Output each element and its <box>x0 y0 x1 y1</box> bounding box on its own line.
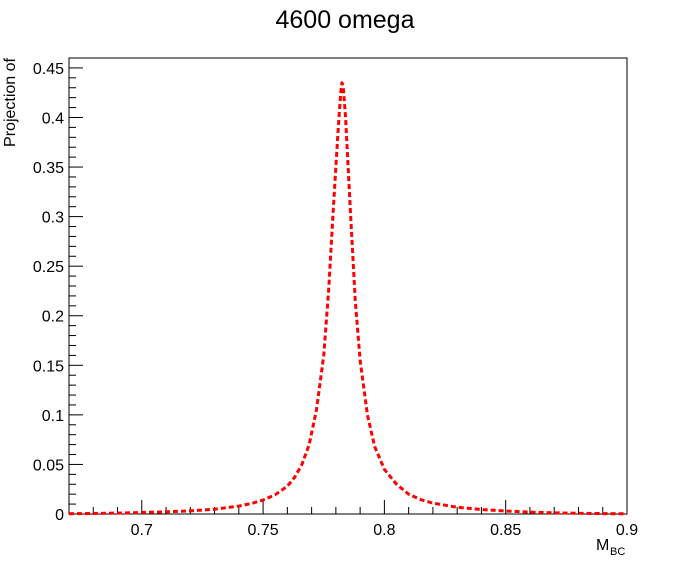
y-tick-label: 0.35 <box>33 160 64 177</box>
x-axis-title-main: M <box>596 537 609 554</box>
y-tick-label: 0.2 <box>42 309 64 326</box>
y-tick-label: 0.3 <box>42 210 64 227</box>
y-tick-label: 0.45 <box>33 61 64 78</box>
chart-title: 4600 omega <box>275 6 414 34</box>
series-line-0 <box>68 81 628 516</box>
x-tick-label: 0.8 <box>373 522 395 539</box>
plot-frame <box>68 57 628 515</box>
y-axis-ticks <box>69 57 83 515</box>
x-tick-label: 0.85 <box>490 522 521 539</box>
y-tick-label: 0.4 <box>42 110 64 127</box>
y-tick-label: 0.1 <box>42 408 64 425</box>
x-axis-ticks <box>68 500 628 514</box>
series-layer <box>68 81 628 516</box>
x-axis-title: M BC <box>596 537 625 558</box>
x-axis-title-subscript: BC <box>610 546 625 558</box>
y-axis-tick-labels: 0 0.05 0.1 0.15 0.2 0.25 0.3 0.35 0.4 0.45 <box>33 61 64 524</box>
x-tick-label: 0.75 <box>248 522 279 539</box>
x-tick-label: 0.7 <box>131 522 153 539</box>
y-tick-label: 0 <box>55 507 64 524</box>
y-tick-label: 0.25 <box>33 259 64 276</box>
x-axis-tick-labels: 0.7 0.75 0.8 0.85 0.9 <box>131 522 639 539</box>
y-axis-title: Projection of <box>2 57 19 146</box>
x-tick-label: 0.9 <box>616 522 638 539</box>
y-tick-label: 0.15 <box>33 358 64 375</box>
y-tick-label: 0.05 <box>33 457 64 474</box>
